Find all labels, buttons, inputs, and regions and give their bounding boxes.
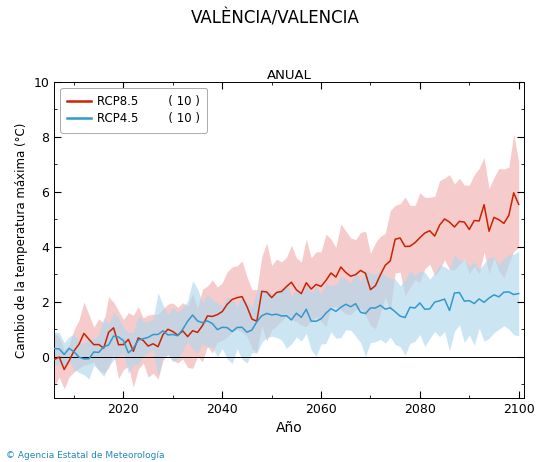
X-axis label: Año: Año: [276, 421, 303, 436]
Legend: RCP8.5        ( 10 ), RCP4.5        ( 10 ): RCP8.5 ( 10 ), RCP4.5 ( 10 ): [60, 88, 207, 133]
Title: ANUAL: ANUAL: [267, 69, 311, 82]
Text: VALÈNCIA/VALENCIA: VALÈNCIA/VALENCIA: [190, 9, 360, 27]
Text: © Agencia Estatal de Meteorología: © Agencia Estatal de Meteorología: [6, 451, 164, 460]
Y-axis label: Cambio de la temperatura máxima (°C): Cambio de la temperatura máxima (°C): [15, 122, 28, 358]
